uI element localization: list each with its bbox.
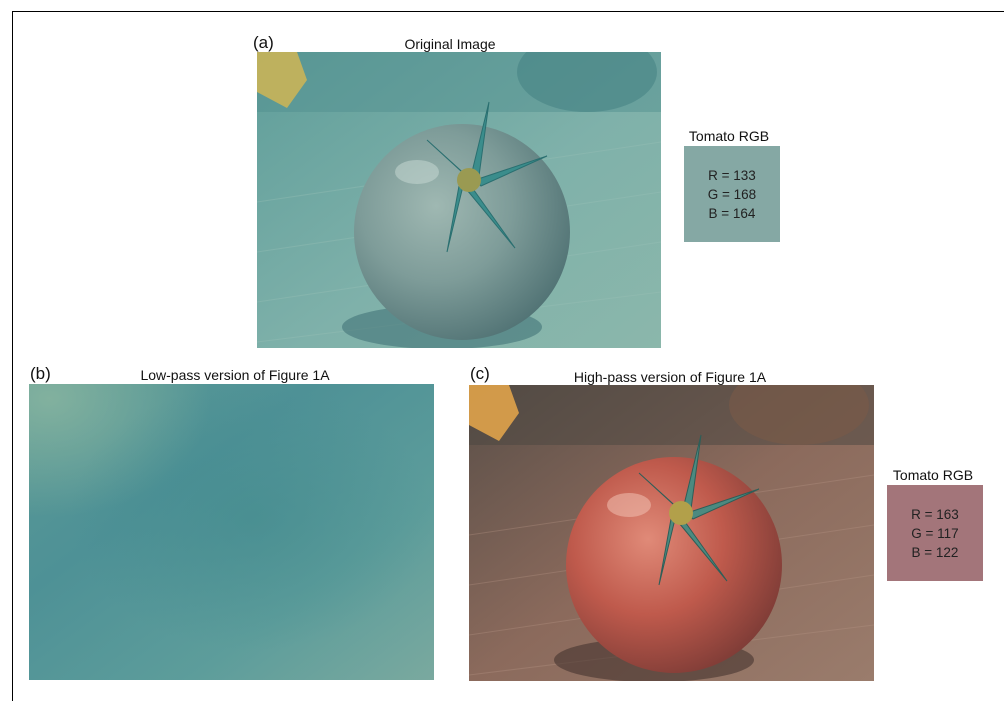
panel-b-title: Low-pass version of Figure 1A	[140, 367, 330, 383]
panel-c-rgb-label: Tomato RGB	[892, 467, 974, 483]
panel-a-rgb-swatch: R = 133 G = 168 B = 164	[684, 146, 780, 242]
panel-c-g-value: G = 117	[911, 525, 959, 541]
panel-c-letter: (c)	[470, 364, 490, 383]
panel-a-b-value: B = 164	[708, 205, 756, 221]
original-image	[257, 52, 661, 348]
frame-top-border	[12, 11, 1004, 12]
panel-c-rgb-swatch: R = 163 G = 117 B = 122	[887, 485, 983, 581]
panel-a-letter: (a)	[253, 33, 274, 52]
panel-c-r-value: R = 163	[911, 506, 959, 522]
high-pass-image	[469, 385, 874, 681]
panel-c-title: High-pass version of Figure 1A	[573, 369, 767, 385]
panel-c-b-value: B = 122	[911, 544, 959, 560]
panel-a-r-value: R = 133	[708, 167, 756, 183]
panel-b-letter: (b)	[30, 364, 51, 383]
frame-left-border	[12, 11, 13, 701]
panel-a-title: Original Image	[404, 36, 496, 52]
low-pass-image	[29, 384, 434, 680]
panel-a-rgb-label: Tomato RGB	[688, 128, 770, 144]
panel-a-g-value: G = 168	[707, 186, 757, 202]
